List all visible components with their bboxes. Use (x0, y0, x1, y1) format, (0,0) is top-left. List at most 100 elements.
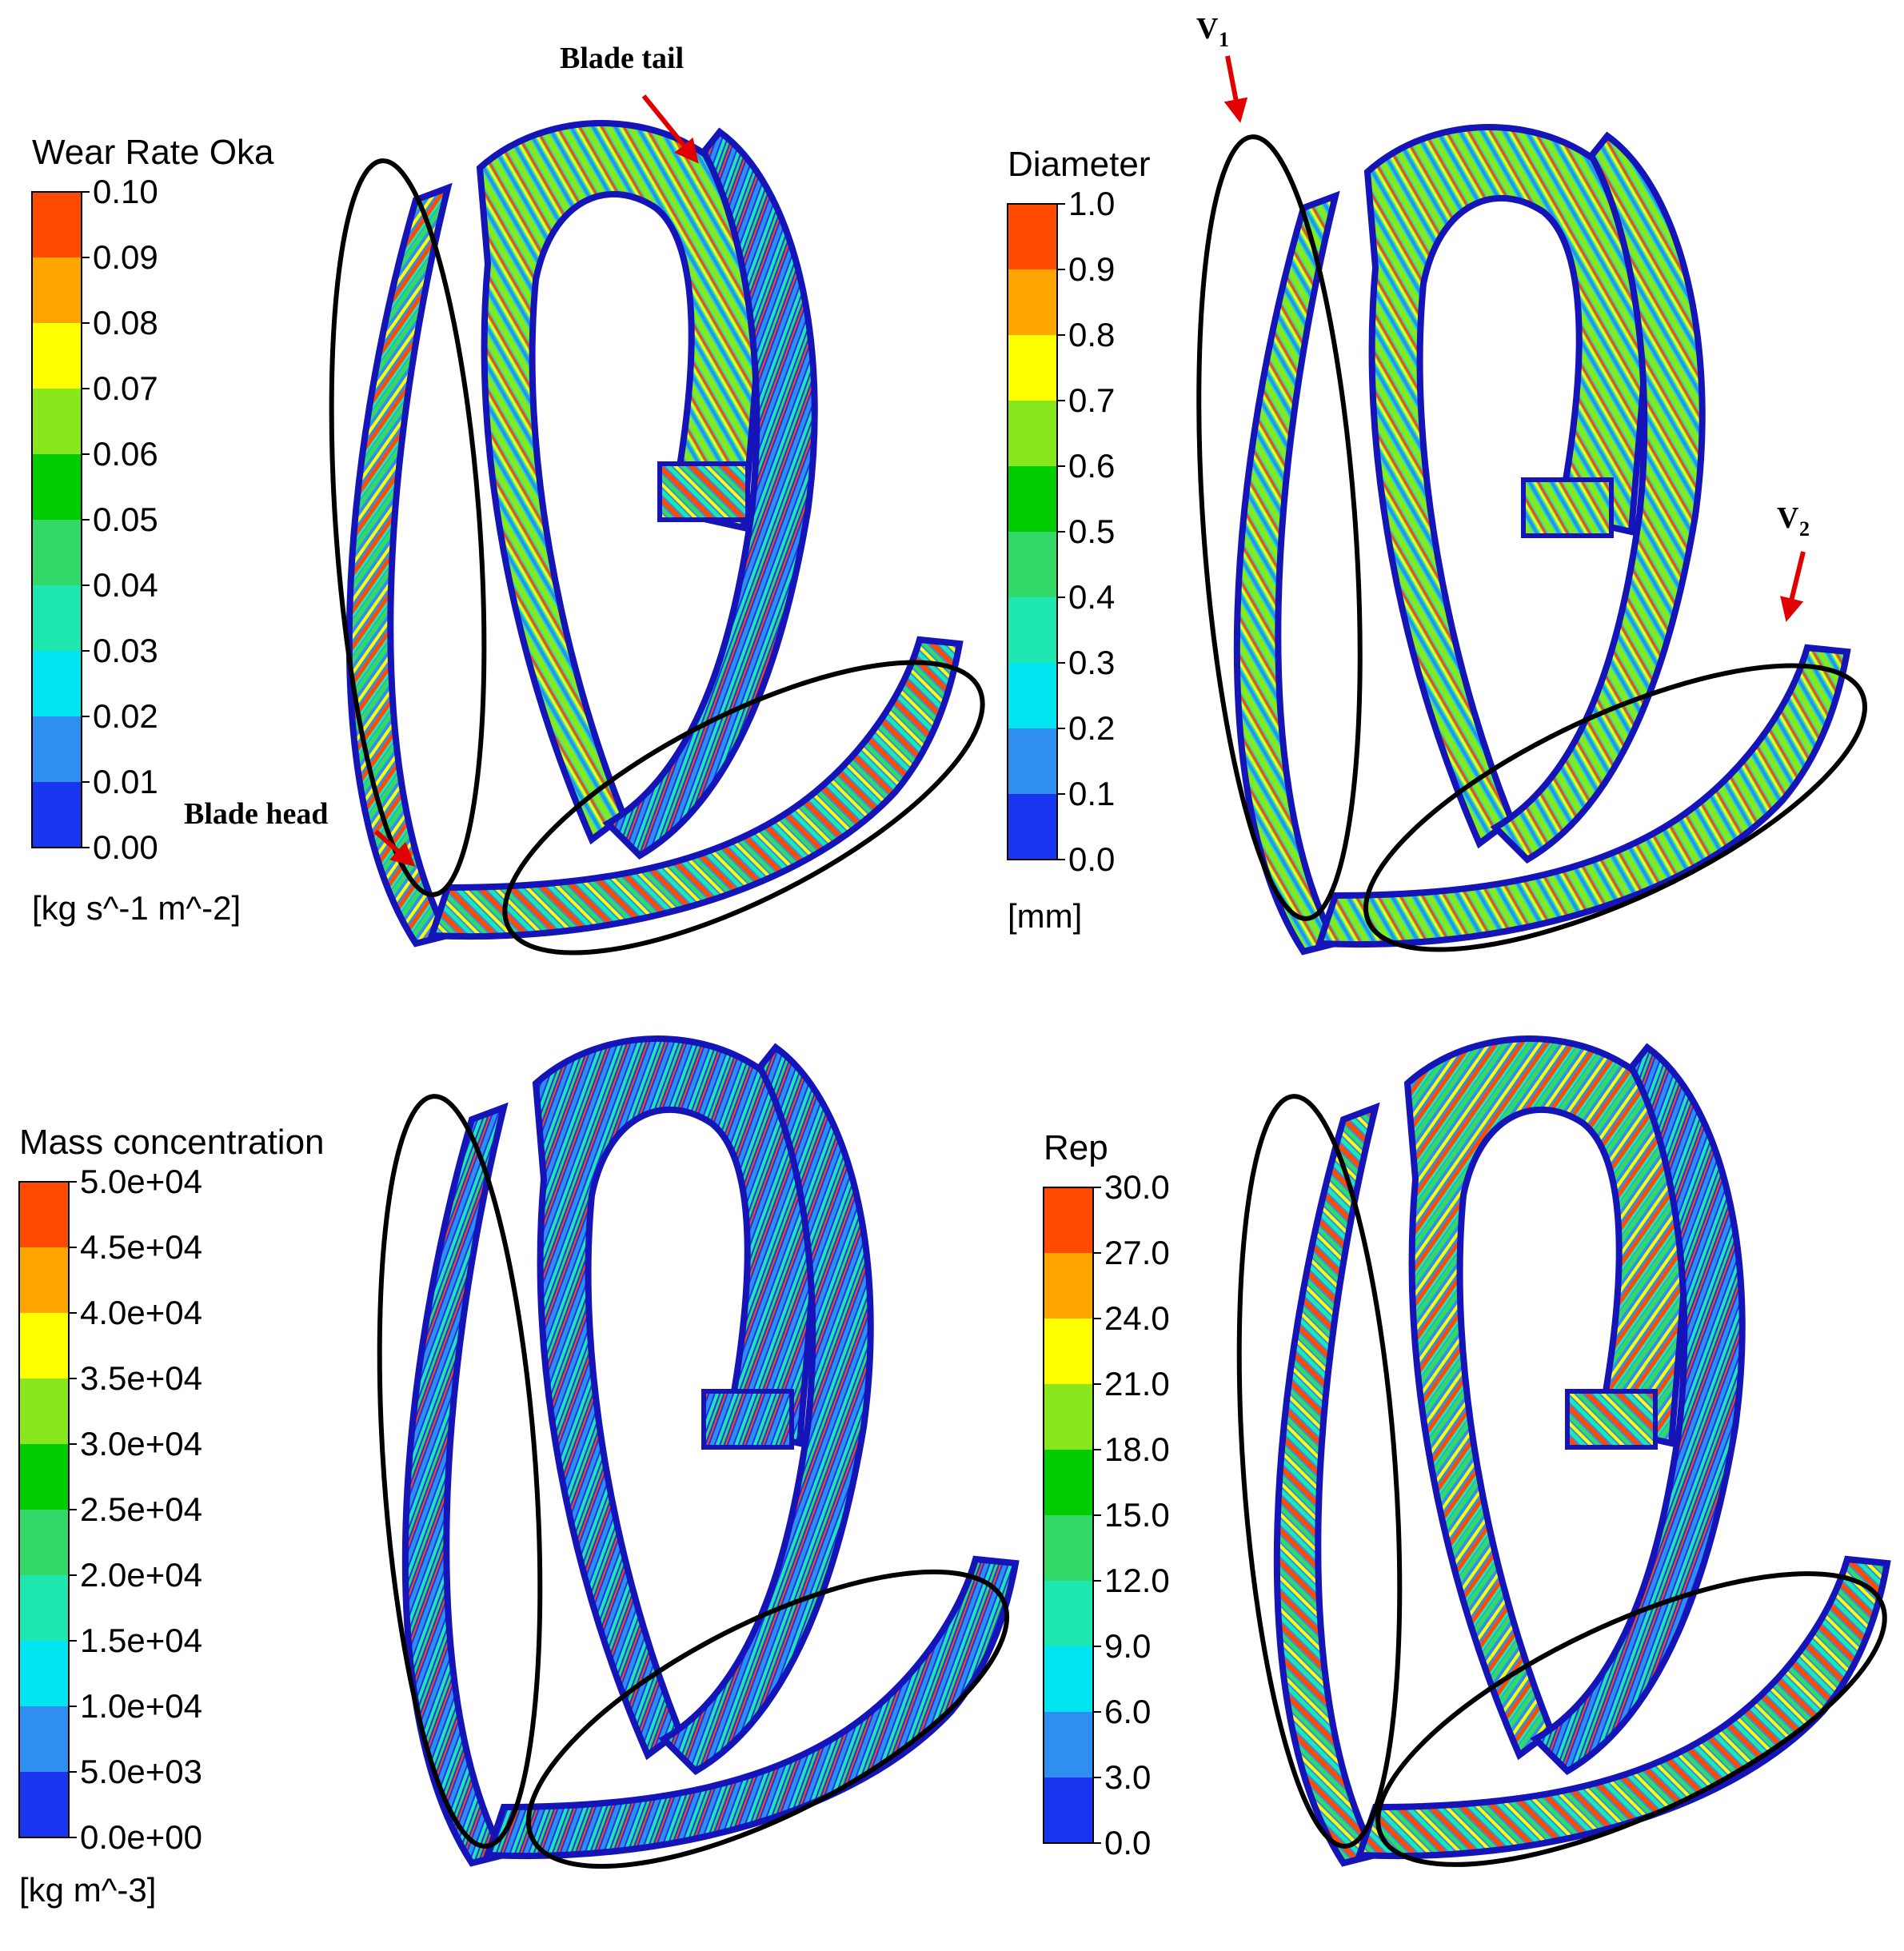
colorbar-swatch (1008, 466, 1057, 532)
colorbar-tick-label: 0.5 (1068, 513, 1115, 550)
inner-blade (1530, 1043, 1746, 1776)
colorbar-tick-label: 0.04 (93, 566, 158, 604)
colorbar-tick-label: 0.7 (1068, 381, 1115, 419)
colorbar-tick-label: 24.0 (1104, 1299, 1170, 1337)
colorbar-tick-label: 1.0e+04 (80, 1687, 202, 1725)
blade-render-rep (1273, 1035, 1891, 1867)
colorbar-swatch (1044, 1450, 1093, 1515)
colorbar-swatch (1008, 663, 1057, 728)
blade-tip (1565, 1389, 1658, 1450)
base-sweep (427, 636, 964, 940)
colorbar-swatch (19, 1641, 69, 1706)
arrow (1223, 55, 1248, 123)
colorbar-swatch (19, 1444, 69, 1510)
blade-render-mass-concentration (401, 1035, 1020, 1867)
colorbar-swatch (1044, 1384, 1093, 1450)
colorbar-tick-label: 0.2 (1068, 709, 1115, 747)
colorbar-tick-label: 5.0e+03 (80, 1753, 202, 1790)
colorbar-swatch (1008, 794, 1057, 860)
outer-blade (1233, 190, 1340, 956)
colorbar-swatch (32, 716, 82, 782)
colorbar-swatch (32, 651, 82, 716)
colorbar-tick-label: 0.08 (93, 304, 158, 341)
legend-title: Wear Rate Oka (32, 133, 274, 172)
colorbar-swatch (1008, 204, 1057, 269)
colorbar-swatch (32, 192, 82, 257)
legend-title: Rep (1044, 1128, 1108, 1167)
highlight-ellipse (525, 1569, 1010, 1869)
colorbar-tick-label: 0.06 (93, 435, 158, 473)
colorbar-tick-label: 0.01 (93, 763, 158, 800)
colorbar-tick-label: 18.0 (1104, 1430, 1170, 1468)
colorbar-swatch (32, 257, 82, 323)
highlight-ellipse (502, 660, 985, 956)
colorbar-tick-label: 0.8 (1068, 316, 1115, 353)
colorbar-tick-label: 21.0 (1104, 1365, 1170, 1402)
legend-wear-rate: Wear Rate Oka 0.10 0.09 0.08 0.07 0.06 0.05 0.… (31, 133, 274, 927)
annotation-v1-subscript: 1 (1219, 28, 1229, 51)
base-sweep (1315, 644, 1851, 948)
colorbar-swatch (19, 1706, 69, 1772)
annotation-v1: V (1196, 12, 1219, 46)
legend-title: Mass concentration (19, 1123, 325, 1162)
colorbar-swatch (19, 1313, 69, 1378)
colorbar-swatch (1044, 1253, 1093, 1319)
annotation-blade-head: Blade head (184, 797, 329, 831)
colorbar-swatch (1044, 1777, 1093, 1843)
colorbar-swatch (32, 782, 82, 848)
colorbar-tick-label: 0.6 (1068, 447, 1115, 485)
colorbar-swatch (32, 520, 82, 585)
colorbar-tick-label: 2.5e+04 (80, 1490, 202, 1528)
highlight-ellipse (1196, 134, 1363, 921)
inner-blade (602, 127, 818, 860)
colorbar-tick-label: 0.0e+00 (80, 1818, 202, 1856)
blade-tip (657, 461, 750, 522)
highlight-ellipse (1363, 663, 1867, 952)
colorbar-tick-label: 0.02 (93, 697, 158, 735)
colorbar-tick-label: 0.4 (1068, 578, 1115, 616)
panel-wear-rate: Wear Rate Oka 0.10 0.09 0.08 0.07 0.06 0.05 0.… (31, 42, 985, 956)
inner-blade (1490, 131, 1706, 864)
arrow (374, 829, 416, 867)
legend-title: Diameter (1008, 145, 1151, 184)
panel-rep: Rep 30.0 27.0 24.0 21.0 18.0 15.0 12.0 9.0 6.0 3.… (1043, 1035, 1891, 1867)
colorbar-swatch (1008, 335, 1057, 401)
outer-blade (345, 182, 453, 948)
colorbar-tick-label: 0.10 (93, 173, 158, 210)
inner-blade (658, 1043, 874, 1776)
blade-render-diameter (1233, 124, 1851, 956)
colorbar-tick-label: 0.07 (93, 369, 158, 407)
colorbar-tick-label: 0.1 (1068, 775, 1115, 812)
highlight-ellipse (377, 1094, 543, 1849)
colorbar-tick-label: 30.0 (1104, 1168, 1170, 1206)
colorbar-tick-label: 6.0 (1104, 1693, 1151, 1730)
colorbar-tick-label: 1.5e+04 (80, 1622, 202, 1659)
colorbar-swatch (32, 323, 82, 389)
highlight-ellipse (1375, 1571, 1887, 1867)
colorbar-tick-label: 0.0 (1068, 840, 1115, 878)
colorbar-swatch (19, 1510, 69, 1575)
colorbar-tick-label: 1.0 (1068, 185, 1115, 222)
outer-blade (1273, 1102, 1380, 1867)
colorbar-swatch (19, 1772, 69, 1837)
colorbar-tick-label: 0.0 (1104, 1824, 1151, 1861)
arrow (641, 94, 699, 164)
legend-diameter: Diameter 1.0 0.9 0.8 0.7 0.6 0.5 0.4 0.3 0.2 0.1 0… (1007, 145, 1151, 935)
colorbar-tick-label: 2.0e+04 (80, 1556, 202, 1594)
colorbar-swatch (1044, 1646, 1093, 1712)
colorbar-swatch (19, 1182, 69, 1247)
colorbar-tick-label: 27.0 (1104, 1234, 1170, 1271)
colorbar-swatch (1044, 1581, 1093, 1646)
legend-rep: Rep 30.0 27.0 24.0 21.0 18.0 15.0 12.0 9.0 6.0 3.… (1043, 1128, 1170, 1861)
arrow (1780, 551, 1806, 622)
colorbar-swatch (1008, 401, 1057, 466)
colorbar-tick-label: 3.0e+04 (80, 1425, 202, 1462)
annotation-blade-tail: Blade tail (560, 42, 684, 75)
annotation-v2-subscript: 2 (1799, 517, 1810, 541)
base-sweep (483, 1555, 1020, 1860)
legend-unit: [kg s^-1 m^-2] (32, 889, 241, 927)
colorbar-tick-label: 4.0e+04 (80, 1294, 202, 1331)
legend-unit: [mm] (1008, 897, 1082, 935)
legend-unit: [kg m^-3] (19, 1871, 156, 1909)
